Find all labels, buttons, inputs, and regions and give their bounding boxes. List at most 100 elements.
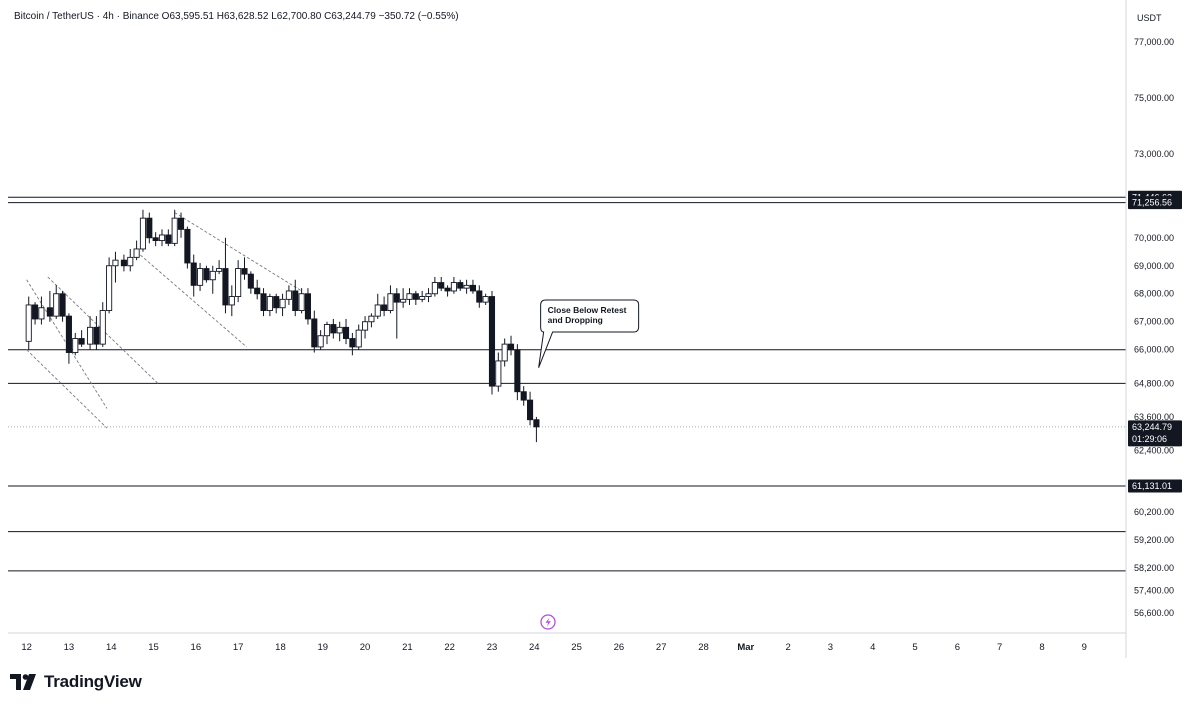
candle-60 xyxy=(412,290,419,305)
bolt-icon[interactable] xyxy=(540,614,556,630)
candle-body xyxy=(527,399,534,421)
price-tag-bg xyxy=(1128,479,1182,493)
candle-body xyxy=(78,338,85,345)
candle-body xyxy=(216,268,223,272)
candle-body xyxy=(53,293,60,317)
x-tick-3: 15 xyxy=(148,642,159,653)
candle-body xyxy=(501,343,508,362)
price-axis[interactable]: USDT 77,000.00 75,000.00 73,000.00 70,000.0… xyxy=(1125,0,1200,658)
y-tick-13: 58,200.00 xyxy=(1134,563,1174,573)
x-tick-12: 24 xyxy=(529,642,540,653)
candle-79 xyxy=(533,416,540,443)
horizontal-levels xyxy=(8,196,1126,572)
candle-18 xyxy=(146,212,153,244)
candle-65 xyxy=(444,285,451,297)
candle-10 xyxy=(93,316,100,350)
tradingview-logo[interactable]: TradingView xyxy=(10,672,142,692)
candle-body xyxy=(235,268,242,297)
candle-body xyxy=(190,262,197,286)
candle-body xyxy=(393,293,400,303)
candle-49 xyxy=(342,318,350,345)
candle-body xyxy=(317,335,324,348)
currency-label[interactable]: USDT xyxy=(1137,13,1162,23)
candle-body xyxy=(279,298,286,309)
x-tick-14: 26 xyxy=(614,642,625,653)
x-tick-7: 19 xyxy=(317,642,328,653)
candle-40 xyxy=(285,285,292,305)
candle-body xyxy=(127,256,134,267)
candle-45 xyxy=(317,330,324,350)
x-tick-2: 14 xyxy=(106,642,117,653)
candle-14 xyxy=(120,254,127,272)
candle-51 xyxy=(355,324,362,350)
candle-body xyxy=(412,293,419,300)
candle-28 xyxy=(209,265,216,294)
candle-53 xyxy=(368,313,375,328)
price-tag-label: 71,256.56 xyxy=(1132,198,1172,208)
annotation-callout[interactable]: Close Below Retest and Dropping xyxy=(538,299,640,368)
annotation-line-1: Close Below Retest xyxy=(548,305,627,315)
candle-56 xyxy=(387,285,394,314)
y-tick-12: 59,200.00 xyxy=(1134,535,1174,545)
candle-body xyxy=(444,287,451,292)
candle-body xyxy=(87,326,94,345)
candle-38 xyxy=(273,293,280,314)
candle-body xyxy=(146,217,153,239)
candle-body xyxy=(438,282,445,289)
candle-6 xyxy=(65,313,72,364)
candle-61 xyxy=(419,290,426,303)
candle-29 xyxy=(216,260,223,275)
symbol-label[interactable]: Bitcoin / TetherUS · 4h · Binance xyxy=(14,11,159,22)
price-tag-label: 63,244.79 xyxy=(1132,422,1172,432)
x-tick-25: 9 xyxy=(1082,642,1087,653)
price-tag-label: 61,131.01 xyxy=(1132,481,1172,491)
chart-header: Bitcoin / TetherUS · 4h · Binance O63,59… xyxy=(14,11,459,22)
candle-body xyxy=(476,290,483,303)
candle-body xyxy=(177,217,185,230)
candle-body xyxy=(349,338,356,348)
candle-body xyxy=(273,296,280,309)
candle-31 xyxy=(228,285,235,317)
x-tick-0: 12 xyxy=(21,642,32,653)
candle-9 xyxy=(87,316,94,350)
candle-27 xyxy=(203,265,210,283)
candle-body xyxy=(228,296,235,306)
candle-body xyxy=(330,324,337,334)
candle-body xyxy=(362,321,369,331)
candle-body xyxy=(247,273,254,289)
candle-55 xyxy=(381,296,388,317)
candle-body xyxy=(209,270,216,281)
candle-body xyxy=(469,284,476,292)
x-tick-9: 21 xyxy=(402,642,413,653)
price-tags: 71,446.6271,256.5663,244.7901:29:0661,13… xyxy=(1128,190,1182,493)
candle-body xyxy=(93,326,100,345)
candle-4 xyxy=(53,285,60,319)
y-tick-9: 63,600.00 xyxy=(1134,412,1174,422)
price-tag-1: 71,256.56 xyxy=(1128,196,1182,210)
price-axis-bg xyxy=(1126,0,1200,658)
candle-12 xyxy=(106,257,113,314)
candle-body xyxy=(254,287,261,295)
x-tick-17: Mar xyxy=(737,642,754,653)
candle-body xyxy=(285,290,292,300)
candle-42 xyxy=(298,288,305,314)
x-tick-22: 6 xyxy=(955,642,960,653)
candle-body xyxy=(355,329,362,348)
candle-body xyxy=(520,391,527,401)
candle-41 xyxy=(292,279,299,317)
candle-body xyxy=(387,293,394,311)
candle-15 xyxy=(127,248,134,272)
time-axis[interactable]: 12 13 14 15 16 17 18 19 20 21 22 23 24 25 26 27 28 Mar 2 3 4… xyxy=(8,632,1126,653)
candle-body xyxy=(165,234,172,244)
candle-body xyxy=(133,248,140,258)
candle-25 xyxy=(190,254,197,297)
ohlc-close: C63,244.79 xyxy=(324,11,376,22)
candle-body xyxy=(38,307,45,320)
candle-70 xyxy=(476,285,483,308)
candle-76 xyxy=(514,344,521,401)
candle-body xyxy=(406,293,413,300)
candle-body xyxy=(507,343,515,351)
candle-body xyxy=(431,282,438,295)
y-tick-4: 69,000.00 xyxy=(1134,261,1174,271)
